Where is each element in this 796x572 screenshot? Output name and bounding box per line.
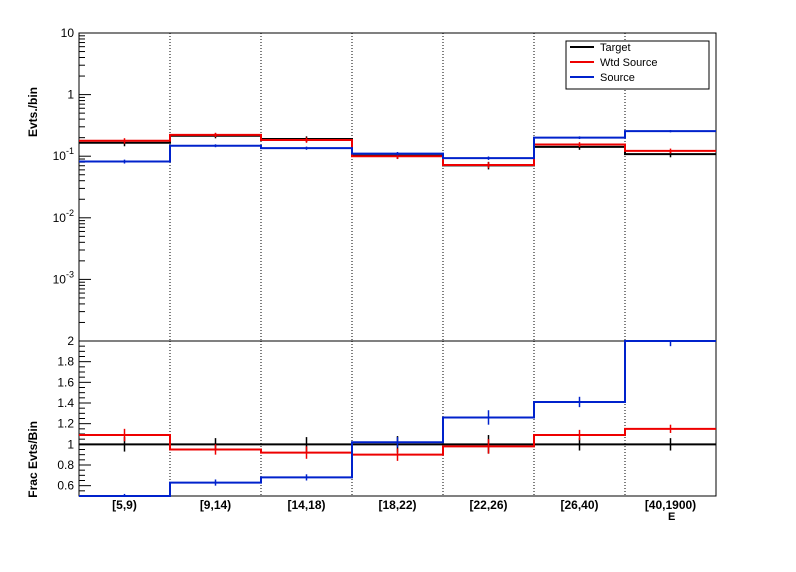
- bottom-y-tick-label: 1.4: [57, 396, 74, 410]
- x-category-label: [5,9): [112, 498, 137, 512]
- legend-label-target: Target: [600, 42, 631, 54]
- x-category-label: [18,22): [378, 498, 416, 512]
- top-y-tick-label: 10-2: [53, 208, 74, 225]
- x-category-label: [40,1900): [645, 498, 696, 512]
- x-category-labels: [5,9) [9,14) [14,18) [18,22) [22,26) [26,40) […: [112, 498, 696, 512]
- bottom-y-tick-label: 1.2: [57, 417, 74, 431]
- top-series-group: [79, 130, 716, 170]
- x-category-label: [22,26): [469, 498, 507, 512]
- legend-label-wtd-source: Wtd Source: [600, 57, 657, 69]
- bottom-y-tick-label: 1: [67, 437, 74, 451]
- x-category-label: [26,40): [560, 498, 598, 512]
- top-y-tick-label: 10-1: [53, 146, 74, 163]
- bottom-y-tick-label: 1.6: [57, 375, 74, 389]
- bottom-series-group: [79, 340, 716, 497]
- top-y-tick-label: 10: [61, 26, 75, 40]
- top-y-tick-label: 1: [67, 88, 74, 102]
- x-category-label: [9,14): [200, 498, 231, 512]
- legend-box: [565, 40, 710, 90]
- top-y-axis-title: Evts./bin: [26, 87, 40, 137]
- top-y-tick-label: 10-3: [53, 269, 74, 286]
- legend-label-source: Source: [600, 72, 635, 84]
- bin-divider-gridlines: [169, 33, 626, 496]
- bottom-y-axis-title: Frac Evts/Bin: [26, 421, 40, 498]
- bottom-y-tick-label: 1.8: [57, 355, 74, 369]
- bottom-y-tick-label: 2: [67, 334, 74, 348]
- bottom-y-tick-label: 0.6: [57, 479, 74, 493]
- bottom-y-tick-label: 0.8: [57, 458, 74, 472]
- x-axis-title: E: [668, 511, 675, 523]
- legend: Target Wtd Source Source: [565, 40, 710, 90]
- bottom-panel-frame: [78, 340, 717, 497]
- x-category-label: [14,18): [287, 498, 325, 512]
